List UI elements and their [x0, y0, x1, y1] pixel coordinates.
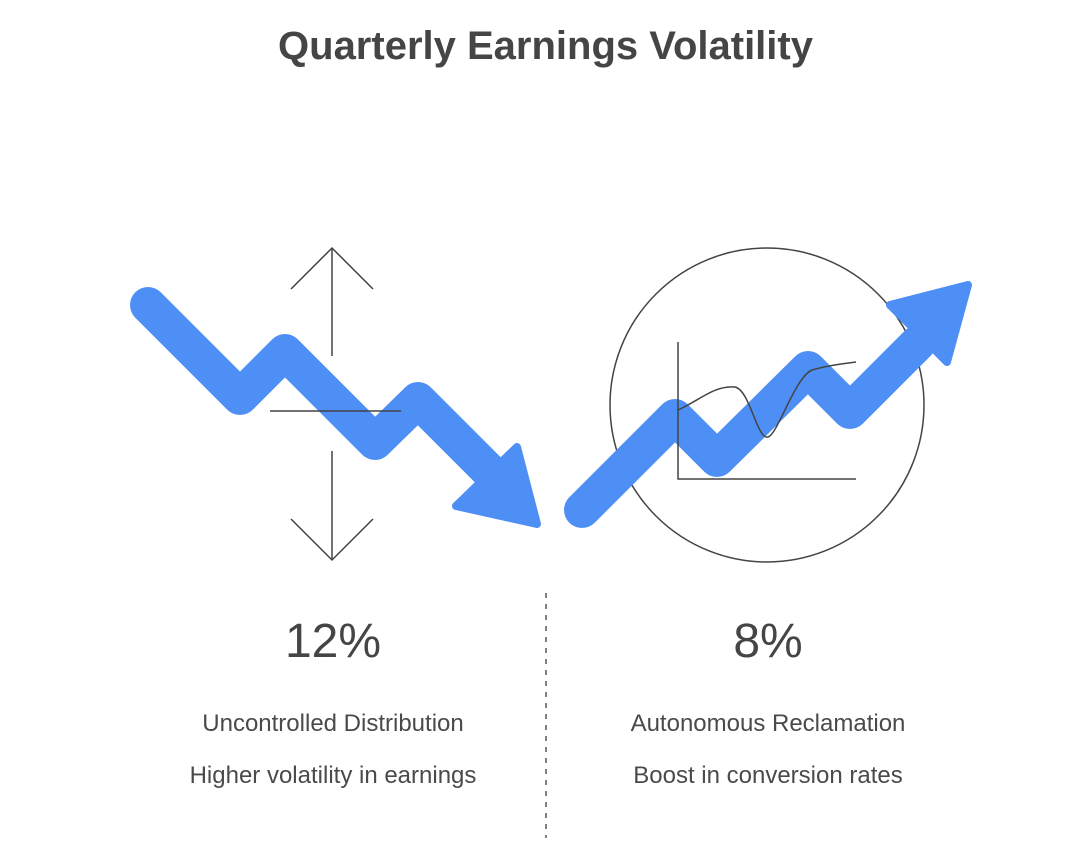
volatility-range-icon	[270, 246, 401, 562]
page-title: Quarterly Earnings Volatility	[278, 24, 813, 68]
stable-chart-icon	[677, 342, 857, 480]
right-description: Boost in conversion rates	[633, 762, 903, 789]
left-description: Higher volatility in earnings	[189, 762, 477, 789]
down-trend-arrow-icon	[130, 287, 541, 528]
left-label: Uncontrolled Distribution	[202, 710, 464, 737]
left-stat: 12%	[284, 615, 382, 668]
magnifier-circle-icon	[609, 247, 925, 563]
right-label: Autonomous Reclamation	[630, 710, 906, 737]
up-trend-arrow-icon	[564, 281, 972, 528]
right-stat: 8%	[733, 615, 803, 668]
